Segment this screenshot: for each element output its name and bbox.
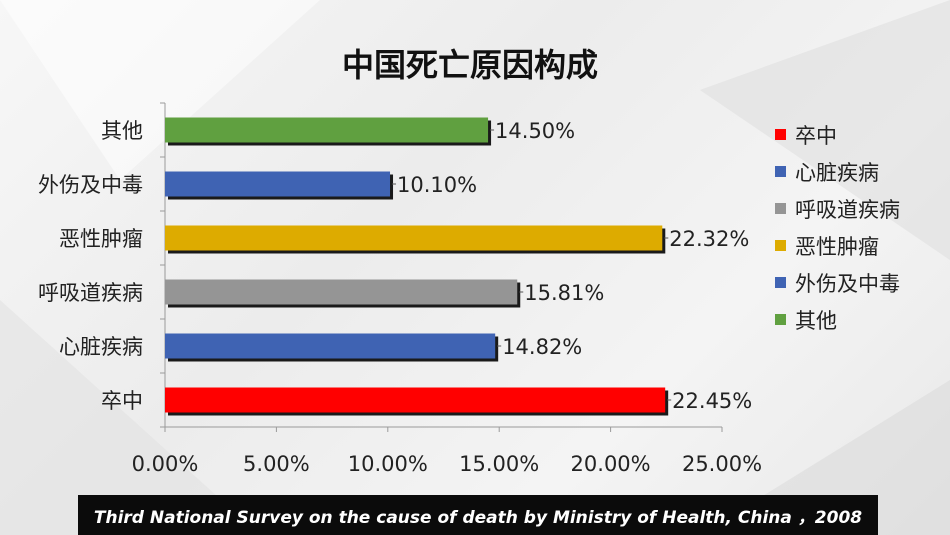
category-label: 卒中	[101, 389, 143, 413]
category-label: 其他	[101, 119, 143, 143]
legend-label: 外伤及中毒	[795, 271, 900, 296]
legend-swatch	[775, 203, 786, 214]
category-label: 外伤及中毒	[38, 173, 143, 197]
x-tick-label: 15.00%	[459, 452, 539, 476]
x-tick-label: 5.00%	[243, 452, 310, 476]
legend-item: 其他	[775, 301, 900, 338]
legend-swatch	[775, 314, 786, 325]
legend-swatch	[775, 240, 786, 251]
category-label: 呼吸道疾病	[38, 281, 143, 305]
x-tick-label: 25.00%	[682, 452, 762, 476]
bar-4	[165, 225, 663, 251]
legend: 卒中心脏疾病呼吸道疾病恶性肿瘤外伤及中毒其他	[775, 116, 900, 338]
legend-label: 卒中	[795, 123, 837, 148]
legend-item: 呼吸道疾病	[775, 190, 900, 227]
data-label: 10.10%	[397, 173, 477, 197]
legend-swatch	[775, 277, 786, 288]
legend-item: 恶性肿瘤	[775, 227, 900, 264]
x-tick-label: 0.00%	[132, 452, 199, 476]
category-label: 恶性肿瘤	[59, 227, 143, 251]
chart-title: 中国死亡原因构成	[341, 46, 598, 84]
bar-1	[165, 387, 666, 413]
x-tick-label: 20.00%	[571, 452, 651, 476]
source-caption: Third National Survey on the cause of de…	[78, 495, 878, 535]
x-tick-label: 10.00%	[348, 452, 428, 476]
bar-6	[165, 117, 489, 143]
data-label: 22.32%	[669, 227, 749, 251]
category-label: 心脏疾病	[59, 335, 143, 359]
legend-label: 恶性肿瘤	[795, 234, 879, 259]
legend-item: 外伤及中毒	[775, 264, 900, 301]
bar-5	[165, 171, 391, 197]
legend-item: 心脏疾病	[775, 153, 900, 190]
legend-label: 呼吸道疾病	[795, 197, 900, 222]
legend-label: 心脏疾病	[795, 160, 879, 185]
legend-swatch	[775, 166, 786, 177]
data-label: 22.45%	[672, 389, 752, 413]
data-label: 14.50%	[495, 119, 575, 143]
bar-3	[165, 279, 518, 305]
bar-2	[165, 333, 496, 359]
legend-item: 卒中	[775, 116, 900, 153]
data-label: 15.81%	[524, 281, 604, 305]
legend-label: 其他	[795, 308, 837, 333]
legend-swatch	[775, 129, 786, 140]
data-label: 14.82%	[502, 335, 582, 359]
